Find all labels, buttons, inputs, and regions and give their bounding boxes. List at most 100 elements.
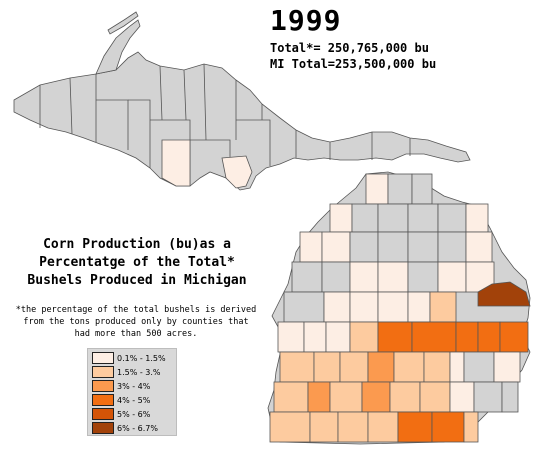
county: [349, 261, 379, 293]
county: [431, 411, 465, 443]
county: [303, 321, 327, 353]
county: [463, 411, 479, 443]
county: [473, 381, 503, 413]
isle-royale: [107, 11, 139, 35]
lp-county-grid: [269, 173, 529, 443]
footnote-line-2: from the tons produced only by counties …: [23, 317, 249, 327]
county: [411, 321, 457, 353]
legend-item: 5% - 6%: [92, 407, 176, 421]
county: [377, 203, 409, 233]
county: [455, 321, 479, 353]
county: [429, 291, 457, 323]
legend-item: 6% - 6.7%: [92, 421, 176, 435]
county: [477, 321, 501, 353]
county: [367, 351, 395, 383]
county: [277, 321, 305, 353]
county: [389, 381, 421, 413]
legend-item: 4% - 5%: [92, 393, 176, 407]
legend-swatch: [92, 366, 114, 378]
county: [337, 411, 369, 443]
up-outline: [13, 51, 471, 191]
county: [329, 381, 363, 413]
lower-peninsula: [267, 171, 531, 445]
up-county-lines: [39, 63, 411, 186]
county: [493, 351, 521, 383]
upper-peninsula: [13, 11, 471, 191]
county: [269, 411, 311, 443]
county: [501, 381, 519, 413]
county: [407, 291, 431, 323]
county: [407, 261, 439, 293]
map-title: Corn Production (bu)as a Percentatge of …: [4, 236, 270, 290]
county: [349, 321, 379, 353]
county: [351, 203, 379, 233]
county: [307, 381, 331, 413]
title-line-3: Bushels Produced in Michigan: [27, 273, 247, 288]
county: [407, 203, 439, 233]
legend-swatch: [92, 408, 114, 420]
county: [393, 351, 425, 383]
county: [449, 381, 475, 413]
county: [309, 411, 339, 443]
total-text: Total*= 250,765,000 bu: [270, 41, 429, 55]
map-legend: 0.1% - 1.5% 1.5% - 3.% 3% - 4% 4% - 5% 5…: [87, 348, 177, 436]
county: [321, 231, 351, 263]
legend-label: 0.1% - 1.5%: [117, 353, 166, 363]
legend-swatch: [92, 394, 114, 406]
legend-label: 1.5% - 3.%: [117, 367, 161, 377]
county: [463, 351, 495, 383]
totals-block: Total*= 250,765,000 bu MI Total=253,500,…: [270, 40, 436, 72]
county: [365, 173, 389, 205]
up-shaded-county: [161, 139, 191, 187]
county: [291, 261, 323, 293]
county: [419, 381, 451, 413]
county: [499, 321, 529, 353]
legend-swatch: [92, 422, 114, 434]
legend-label: 5% - 6%: [117, 409, 151, 419]
county: [377, 261, 409, 293]
keweenaw-peninsula: [95, 19, 141, 75]
footnote: *the percentage of the total bushels is …: [0, 304, 272, 340]
county: [465, 231, 493, 263]
county: [299, 231, 323, 263]
county: [325, 321, 351, 353]
county: [313, 351, 341, 383]
county: [387, 173, 413, 205]
county: [449, 351, 465, 383]
county: [407, 231, 439, 263]
county: [377, 231, 409, 263]
county: [397, 411, 433, 443]
county: [321, 261, 351, 293]
county: [465, 203, 489, 233]
footnote-line-3: had more than 500 acres.: [74, 329, 198, 339]
legend-item: 0.1% - 1.5%: [92, 351, 176, 365]
title-line-2: Percentatge of the Total*: [39, 255, 235, 270]
county: [411, 173, 433, 205]
county: [367, 411, 399, 443]
county: [273, 381, 309, 413]
year-heading: 1999: [270, 4, 342, 37]
county: [423, 351, 451, 383]
county: [339, 351, 369, 383]
title-line-1: Corn Production (bu)as a: [43, 237, 231, 252]
county: [323, 291, 351, 323]
county: [349, 291, 379, 323]
legend-item: 3% - 4%: [92, 379, 176, 393]
huron-county: [477, 281, 531, 307]
legend-label: 6% - 6.7%: [117, 423, 158, 433]
legend-swatch: [92, 380, 114, 392]
county: [279, 351, 315, 383]
up-shaded-county-2: [221, 155, 253, 189]
thumb-area: [477, 281, 531, 307]
county: [361, 381, 391, 413]
county: [283, 291, 325, 323]
legend-label: 3% - 4%: [117, 381, 151, 391]
county: [349, 231, 379, 263]
footnote-line-1: *the percentage of the total bushels is …: [15, 305, 257, 315]
mi-total-text: MI Total=253,500,000 bu: [270, 57, 437, 71]
county: [377, 291, 409, 323]
county: [437, 203, 467, 233]
legend-swatch: [92, 352, 114, 364]
legend-label: 4% - 5%: [117, 395, 151, 405]
